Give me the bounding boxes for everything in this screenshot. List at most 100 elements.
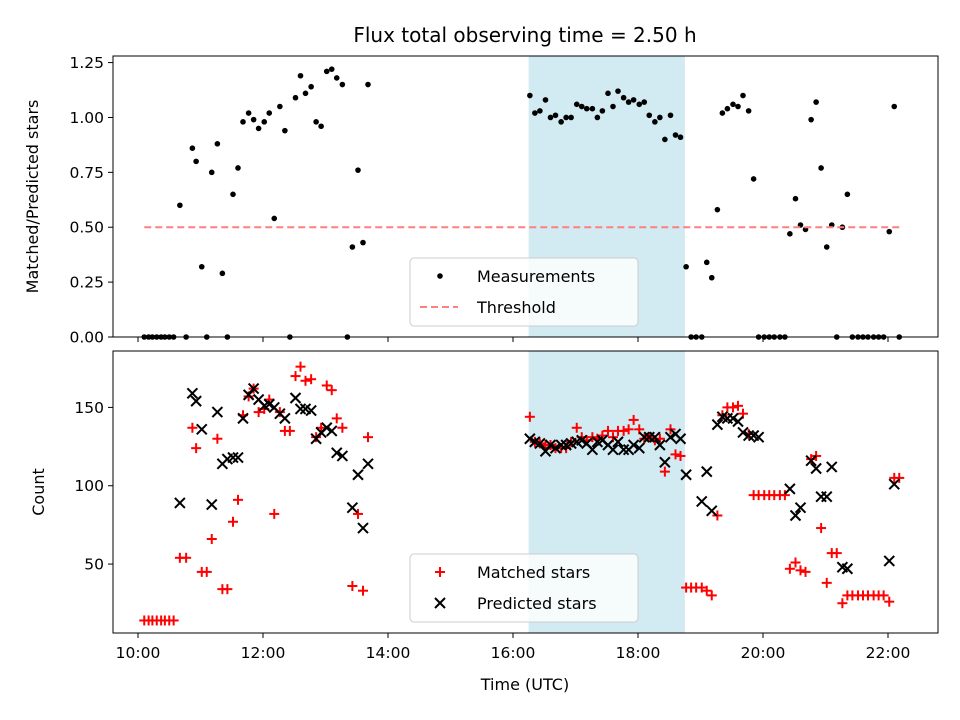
matched-star-marker (181, 552, 192, 563)
measurement-point (261, 119, 268, 125)
matched-star-marker (233, 494, 243, 505)
measurement-point (349, 244, 356, 250)
marker-stroke (174, 497, 186, 509)
predicted-star-marker (821, 490, 833, 503)
predicted-star-marker (227, 451, 239, 464)
predicted-star-marker (211, 406, 224, 418)
predicted-star-marker (263, 398, 275, 410)
predicted-star-marker (664, 431, 677, 443)
marker-stroke (232, 451, 244, 464)
measurement-point (328, 66, 335, 72)
predicted-star-marker (888, 478, 900, 490)
x-tick-label: 18:00 (616, 644, 661, 662)
marker-stroke (732, 415, 744, 428)
marker-stroke (586, 443, 599, 456)
matched-star-marker (706, 590, 717, 601)
marker-stroke (336, 450, 349, 462)
measurement-point (297, 72, 304, 79)
measurement-point (646, 112, 653, 119)
marker-stroke (279, 412, 291, 425)
measurement-point (599, 108, 606, 114)
measurement-point (235, 165, 241, 171)
measurement-point (537, 108, 543, 114)
measurement-point (365, 81, 371, 88)
marker-stroke (206, 498, 218, 511)
marker-stroke (544, 439, 557, 451)
matched-star-marker (326, 385, 337, 396)
matched-star-marker (790, 557, 801, 568)
legend-label: Matched stars (477, 563, 590, 582)
predicted-star-marker (612, 436, 624, 448)
measurement-point (589, 105, 596, 112)
measurement-point (891, 103, 898, 110)
x-tick-label: 22:00 (866, 644, 911, 662)
measurement-point (620, 94, 627, 101)
predicted-star-marker (706, 505, 718, 517)
predicted-star-marker (649, 431, 661, 443)
measurement-point (177, 202, 183, 209)
predicted-star-marker (701, 465, 713, 478)
marker-stroke (883, 555, 895, 567)
measurement-point (250, 116, 257, 123)
marker-stroke (627, 439, 640, 451)
y-tick-label: 0.75 (69, 164, 104, 182)
predicted-star-marker (549, 442, 562, 454)
legend-box (409, 553, 639, 623)
marker-stroke (596, 434, 609, 447)
marker-stroke (305, 404, 317, 417)
matched-star-marker (733, 400, 743, 411)
marker-stroke (826, 461, 838, 473)
measurement-point (271, 215, 278, 222)
marker-stroke (810, 462, 822, 475)
matched-star-marker (201, 566, 212, 577)
legend-label: Predicted stars (477, 594, 597, 613)
matched-star-marker (779, 490, 790, 501)
x-tick-label: 12:00 (241, 644, 286, 662)
measurement-point (208, 169, 215, 176)
matched-star-marker (784, 563, 795, 574)
measurement-point (245, 110, 252, 116)
predicted-star-marker (732, 415, 744, 428)
matched-star-marker (269, 508, 280, 519)
y-axis-label: Matched/Predicted stars (23, 100, 42, 294)
y-tick-label: 150 (74, 399, 104, 417)
axes-frame (112, 350, 939, 634)
y-tick-label: 50 (84, 556, 104, 574)
marker-stroke (524, 433, 536, 445)
marker-stroke (190, 395, 202, 407)
predicted-star-marker (841, 563, 854, 575)
figure-title: Flux total observing time = 2.50 h (353, 23, 696, 47)
matched-star-marker (816, 523, 827, 534)
measurement-point (735, 103, 741, 110)
matched-star-marker (358, 585, 368, 596)
predicted-star-marker (326, 425, 338, 437)
predicted-star-marker (883, 555, 895, 567)
marker-stroke (794, 501, 807, 514)
predicted-star-marker (186, 387, 199, 400)
measurement-point (558, 119, 564, 125)
predicted-star-marker (524, 433, 536, 445)
measurement-point (667, 112, 674, 119)
matched-star-marker (837, 598, 848, 609)
x-tick-label: 14:00 (366, 644, 411, 662)
marker-stroke (888, 478, 900, 490)
predicted-star-marker (196, 423, 208, 436)
marker-stroke (841, 563, 854, 575)
marker-stroke (711, 418, 724, 431)
measurement-point (282, 127, 288, 134)
matched-star-marker (290, 371, 301, 382)
measurement-point (683, 263, 689, 270)
measurement-point (813, 99, 819, 105)
matched-star-marker (295, 361, 306, 372)
matched-star-marker (191, 443, 202, 454)
marker-stroke (659, 456, 671, 468)
matched-star-marker (603, 425, 613, 436)
measurement-point (719, 110, 726, 116)
marker-stroke (654, 439, 666, 451)
measurement-point (542, 97, 549, 103)
marker-stroke (701, 465, 713, 478)
matched-star-marker (728, 402, 738, 413)
measurement-point (605, 90, 611, 97)
measurement-point (219, 270, 226, 277)
marker-stroke (434, 597, 446, 609)
